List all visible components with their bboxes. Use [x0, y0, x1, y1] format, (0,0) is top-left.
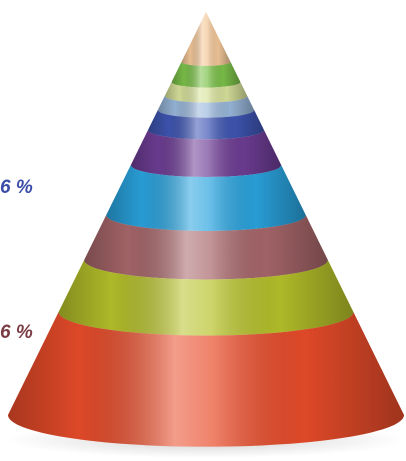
- cone-band-shading: [106, 165, 306, 231]
- cone-band-shading: [84, 215, 328, 280]
- percentage-label-upper: 6 %: [0, 177, 33, 198]
- cone-band-shading: [148, 110, 264, 140]
- cone-band-shading: [130, 130, 282, 178]
- cone-band-shading: [157, 96, 255, 118]
- cone-band-shading: [171, 62, 241, 88]
- cone-band-shading: [58, 260, 354, 336]
- cone-band-shading: [164, 82, 248, 103]
- cone-band-shading: [8, 312, 404, 447]
- percentage-label-lower: 6 %: [0, 322, 33, 343]
- cone-band-shading: [181, 12, 231, 66]
